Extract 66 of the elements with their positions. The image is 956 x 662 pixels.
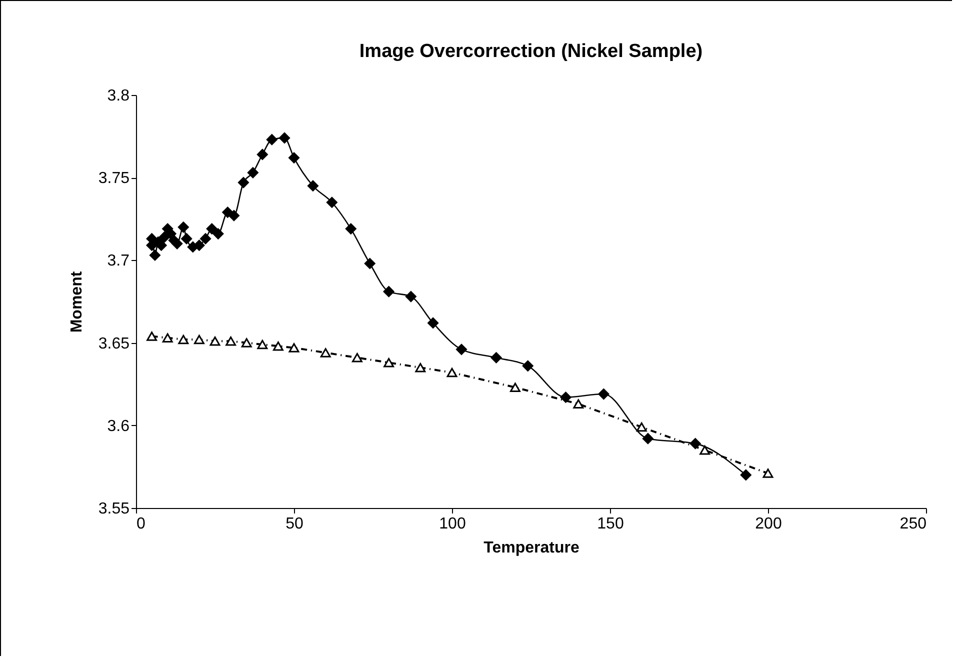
- point: [490, 352, 502, 364]
- point: [194, 334, 204, 344]
- point: [178, 334, 189, 344]
- point: [238, 177, 249, 188]
- point: [364, 258, 376, 269]
- y-axis-title: Moment: [68, 270, 86, 333]
- point: [740, 469, 752, 480]
- point: [560, 392, 572, 403]
- y-tick-label: 3.7: [107, 252, 130, 270]
- y-tick-label: 3.8: [107, 88, 130, 104]
- point: [700, 446, 710, 455]
- point: [288, 343, 300, 352]
- point: [165, 228, 176, 240]
- point: [573, 399, 584, 409]
- y-tick-label: 3.65: [98, 335, 130, 352]
- point: [352, 353, 362, 362]
- point: [241, 338, 252, 348]
- y-tick-label: 3.75: [98, 170, 130, 188]
- point: [146, 332, 158, 341]
- point: [762, 468, 774, 478]
- point: [200, 233, 212, 244]
- point: [226, 336, 236, 346]
- point: [307, 180, 318, 192]
- point: [510, 382, 520, 392]
- point: [149, 250, 160, 261]
- chart-title: Image Overcorrection (Nickel Sample): [359, 41, 703, 62]
- y-tick-label: 3.6: [107, 418, 130, 435]
- point: [228, 210, 240, 222]
- x-tick-label: 150: [597, 516, 624, 532]
- point: [256, 148, 268, 160]
- point: [172, 238, 183, 250]
- point: [178, 222, 189, 233]
- point: [428, 317, 439, 328]
- point: [288, 152, 300, 164]
- point: [212, 228, 224, 240]
- point: [384, 358, 394, 368]
- x-tick-label: 200: [755, 516, 782, 532]
- point: [320, 348, 331, 358]
- point: [326, 196, 338, 208]
- point: [598, 388, 610, 400]
- point: [266, 134, 278, 146]
- point: [405, 291, 416, 302]
- x-tick-label: 250: [900, 516, 927, 532]
- point: [522, 360, 534, 372]
- point: [279, 132, 290, 144]
- point: [272, 341, 284, 351]
- point: [415, 362, 426, 372]
- point: [383, 286, 394, 298]
- y-tick-label: 3.55: [98, 500, 130, 518]
- point: [456, 344, 467, 355]
- point: [636, 422, 647, 432]
- point: [446, 368, 458, 378]
- point: [247, 167, 258, 178]
- point: [181, 233, 192, 244]
- point: [345, 223, 356, 234]
- x-tick-label: 50: [286, 516, 304, 532]
- x-tick-label: 0: [136, 516, 146, 532]
- point: [206, 223, 218, 234]
- point: [162, 333, 173, 342]
- point: [194, 240, 205, 251]
- x-axis-title: Temperature: [484, 540, 580, 556]
- point: [257, 340, 268, 350]
- x-tick-label: 100: [439, 516, 466, 532]
- point: [210, 336, 220, 346]
- point: [690, 438, 701, 450]
- point: [642, 433, 654, 444]
